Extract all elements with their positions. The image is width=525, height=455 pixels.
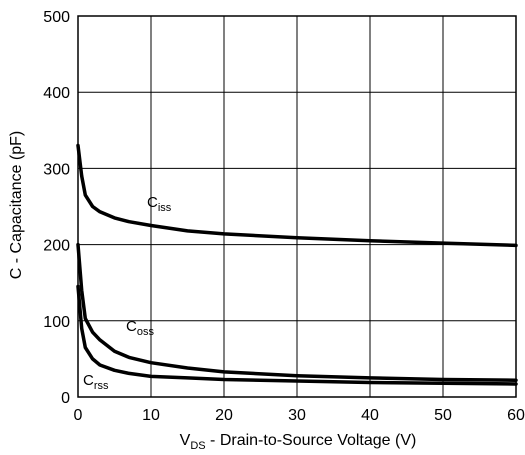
series-line-c-rss xyxy=(76,284,518,386)
x-tick-60: 60 xyxy=(507,407,525,424)
y-tick-500: 500 xyxy=(43,9,70,26)
y-tick-100: 100 xyxy=(43,314,70,331)
series-line-c-iss xyxy=(76,143,518,248)
y-tick-0: 0 xyxy=(61,390,70,407)
x-tick-labels: 0 10 20 30 40 50 60 xyxy=(74,407,525,424)
series-label-c-rss: Crss xyxy=(83,372,109,392)
x-tick-0: 0 xyxy=(74,407,83,424)
series-labels: Ciss Coss Crss xyxy=(83,194,172,392)
x-axis-label: VDS - Drain-to-Source Voltage (V) xyxy=(180,432,417,452)
x-tick-30: 30 xyxy=(288,407,306,424)
y-tick-200: 200 xyxy=(43,238,70,255)
x-tick-50: 50 xyxy=(434,407,452,424)
y-tick-labels: 0 100 200 300 400 500 xyxy=(43,9,70,407)
grid-lines xyxy=(77,15,517,398)
y-tick-400: 400 xyxy=(43,85,70,102)
x-tick-20: 20 xyxy=(215,407,233,424)
plot-frame xyxy=(77,15,517,398)
y-tick-300: 300 xyxy=(43,161,70,178)
series-line-c-oss xyxy=(76,242,518,382)
y-axis-label: C - Capacitance (pF) xyxy=(8,131,25,280)
series-curves xyxy=(76,143,518,386)
series-label-c-oss: Coss xyxy=(126,318,154,338)
series-label-c-iss: Ciss xyxy=(147,194,172,214)
x-tick-10: 10 xyxy=(142,407,160,424)
x-tick-40: 40 xyxy=(361,407,379,424)
